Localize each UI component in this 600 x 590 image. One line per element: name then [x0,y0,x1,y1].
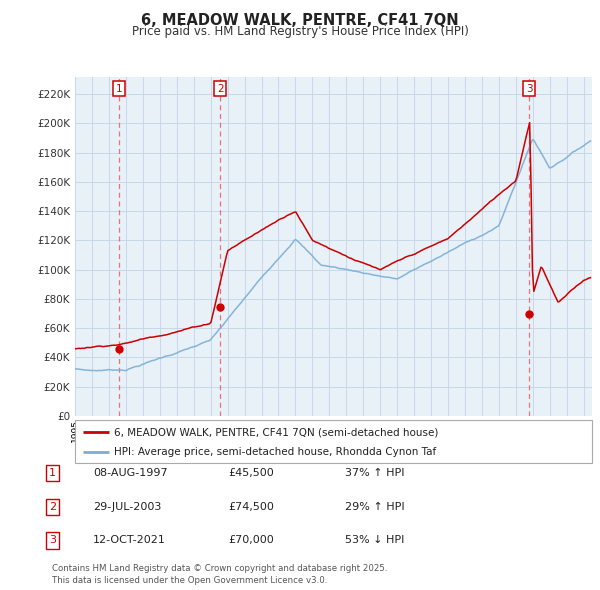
Text: £45,500: £45,500 [228,468,274,478]
Text: 1: 1 [49,468,56,478]
Text: 29-JUL-2003: 29-JUL-2003 [93,502,161,512]
FancyBboxPatch shape [75,420,592,463]
Text: 08-AUG-1997: 08-AUG-1997 [93,468,167,478]
Text: 53% ↓ HPI: 53% ↓ HPI [345,536,404,545]
Text: £70,000: £70,000 [228,536,274,545]
Text: 12-OCT-2021: 12-OCT-2021 [93,536,166,545]
Text: 6, MEADOW WALK, PENTRE, CF41 7QN (semi-detached house): 6, MEADOW WALK, PENTRE, CF41 7QN (semi-d… [114,427,438,437]
Text: 29% ↑ HPI: 29% ↑ HPI [345,502,404,512]
Text: 2: 2 [217,84,224,94]
Text: 3: 3 [526,84,533,94]
Text: 3: 3 [49,536,56,545]
Text: 37% ↑ HPI: 37% ↑ HPI [345,468,404,478]
Text: 2: 2 [49,502,56,512]
Text: Price paid vs. HM Land Registry's House Price Index (HPI): Price paid vs. HM Land Registry's House … [131,25,469,38]
Text: HPI: Average price, semi-detached house, Rhondda Cynon Taf: HPI: Average price, semi-detached house,… [114,447,436,457]
Text: £74,500: £74,500 [228,502,274,512]
Text: 6, MEADOW WALK, PENTRE, CF41 7QN: 6, MEADOW WALK, PENTRE, CF41 7QN [141,13,459,28]
Text: Contains HM Land Registry data © Crown copyright and database right 2025.
This d: Contains HM Land Registry data © Crown c… [52,565,388,585]
Text: 1: 1 [116,84,122,94]
